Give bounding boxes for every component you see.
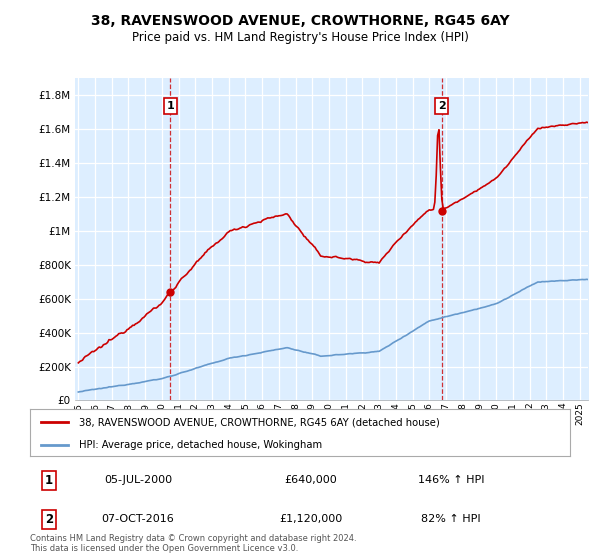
- Text: 38, RAVENSWOOD AVENUE, CROWTHORNE, RG45 6AY: 38, RAVENSWOOD AVENUE, CROWTHORNE, RG45 …: [91, 14, 509, 28]
- Text: 1: 1: [166, 101, 174, 111]
- Text: Contains HM Land Registry data © Crown copyright and database right 2024.
This d: Contains HM Land Registry data © Crown c…: [30, 534, 356, 553]
- Text: 07-OCT-2016: 07-OCT-2016: [101, 515, 175, 524]
- Text: 05-JUL-2000: 05-JUL-2000: [104, 475, 172, 485]
- Text: 2: 2: [438, 101, 446, 111]
- Text: 1: 1: [45, 474, 53, 487]
- Text: 38, RAVENSWOOD AVENUE, CROWTHORNE, RG45 6AY (detached house): 38, RAVENSWOOD AVENUE, CROWTHORNE, RG45 …: [79, 417, 439, 427]
- Text: 146% ↑ HPI: 146% ↑ HPI: [418, 475, 484, 485]
- Text: Price paid vs. HM Land Registry's House Price Index (HPI): Price paid vs. HM Land Registry's House …: [131, 31, 469, 44]
- Text: £1,120,000: £1,120,000: [279, 515, 343, 524]
- Text: 82% ↑ HPI: 82% ↑ HPI: [421, 515, 481, 524]
- Text: HPI: Average price, detached house, Wokingham: HPI: Average price, detached house, Woki…: [79, 440, 322, 450]
- Text: £640,000: £640,000: [284, 475, 337, 485]
- Text: 2: 2: [45, 513, 53, 526]
